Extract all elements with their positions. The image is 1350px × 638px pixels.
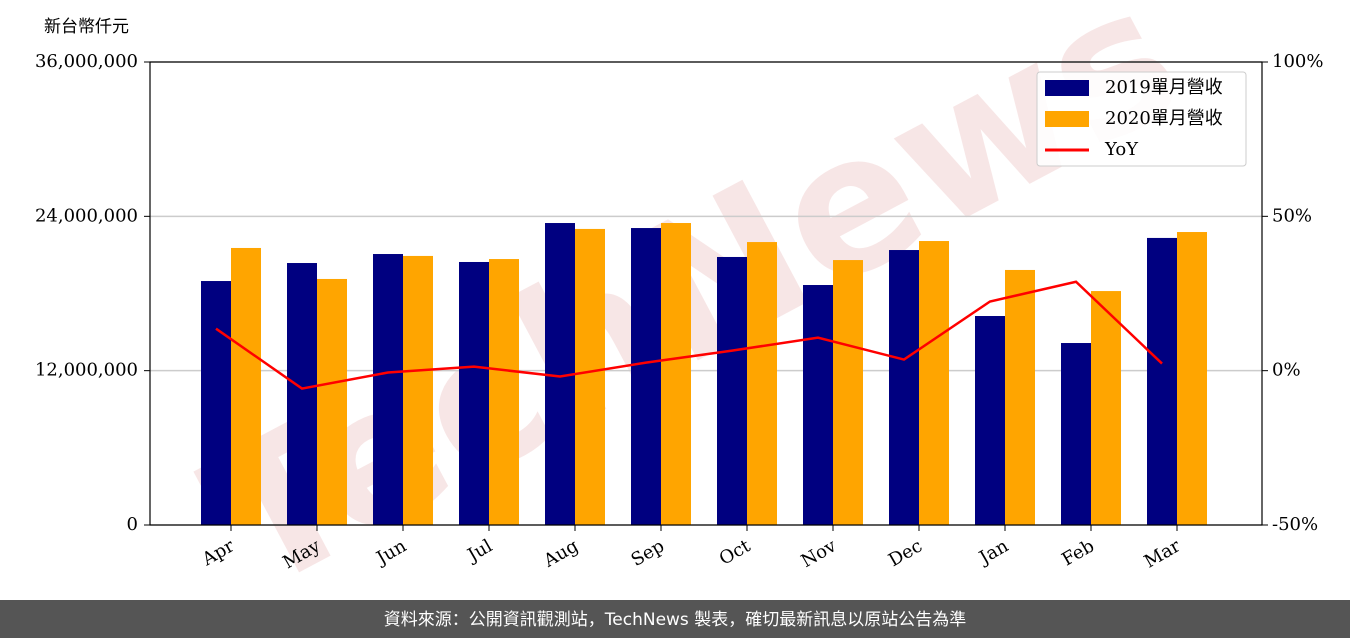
x-tick-label: Oct bbox=[716, 535, 755, 570]
bar bbox=[201, 281, 231, 525]
bar bbox=[403, 255, 433, 525]
x-tick-label: Nov bbox=[798, 535, 841, 572]
y-axis-label: 新台幣仟元 bbox=[44, 17, 129, 37]
bar bbox=[1091, 291, 1121, 525]
bar bbox=[631, 228, 661, 526]
bar bbox=[919, 241, 949, 525]
legend-box bbox=[1036, 71, 1247, 167]
bar bbox=[287, 263, 317, 525]
bar bbox=[1061, 343, 1091, 525]
y2-tick-label: 0% bbox=[1272, 360, 1301, 381]
x-tick-label: Jul bbox=[462, 535, 496, 567]
y-tick-label: 36,000,000 bbox=[35, 51, 138, 72]
legend-label: 2020單月營收 bbox=[1105, 108, 1223, 129]
y-tick-label: 12,000,000 bbox=[35, 360, 138, 381]
bar bbox=[747, 242, 777, 526]
footer: 資料來源：公開資訊觀測站，TechNews 製表，確切最新訊息以原站公告為準 bbox=[384, 610, 966, 630]
legend-label: YoY bbox=[1104, 139, 1139, 160]
bar bbox=[661, 223, 691, 525]
footer-bar bbox=[0, 600, 1350, 638]
y-tick-label: 24,000,000 bbox=[35, 205, 138, 226]
y2-tick-label: 100% bbox=[1272, 51, 1323, 72]
bar bbox=[459, 261, 489, 525]
y-tick-label: 0 bbox=[127, 514, 138, 535]
bar bbox=[489, 259, 519, 525]
bar bbox=[575, 228, 605, 525]
bar bbox=[317, 278, 347, 525]
x-tick-label: Mar bbox=[1141, 535, 1185, 572]
bar bbox=[717, 256, 747, 525]
bar bbox=[1147, 237, 1177, 525]
bar bbox=[833, 260, 863, 525]
yoy-line bbox=[215, 280, 1163, 390]
plot-frame bbox=[149, 61, 1263, 526]
bar bbox=[803, 285, 833, 525]
legend-swatch bbox=[1045, 80, 1089, 96]
x-tick-label: Dec bbox=[885, 535, 926, 571]
bar bbox=[1177, 232, 1207, 525]
bar bbox=[889, 250, 919, 525]
x-tick-label: Aug bbox=[539, 535, 582, 572]
legend-label: 2019單月營收 bbox=[1105, 77, 1223, 98]
y2-tick-label: -50% bbox=[1272, 514, 1318, 535]
x-tick-label: Jan bbox=[974, 535, 1012, 569]
bar bbox=[1005, 269, 1035, 525]
bar bbox=[373, 254, 403, 525]
bar bbox=[975, 316, 1005, 525]
bar bbox=[231, 247, 261, 525]
legend-swatch bbox=[1045, 111, 1089, 127]
x-tick-label: Sep bbox=[628, 535, 668, 570]
x-tick-label: Feb bbox=[1058, 535, 1098, 570]
y2-tick-label: 50% bbox=[1272, 205, 1312, 226]
legend: 2019單月營收 2020單月營收 YoY bbox=[1036, 71, 1247, 167]
